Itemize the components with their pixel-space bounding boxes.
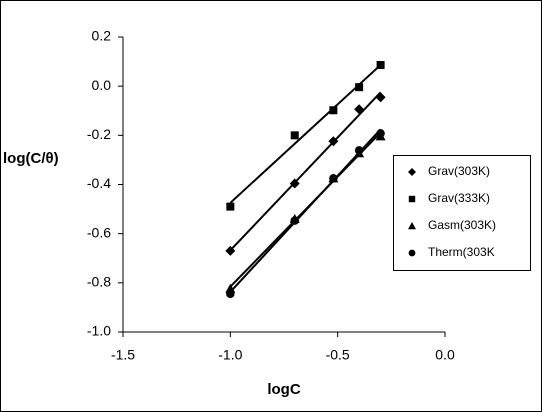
- x-tick-label: -0.5: [326, 347, 350, 363]
- point: [329, 106, 338, 115]
- y-tick-label: -0.4: [87, 175, 111, 191]
- x-tick-label: -1.0: [218, 347, 242, 363]
- legend-label: Therm(303K: [428, 245, 495, 259]
- x-tick-label: 0.0: [435, 347, 455, 363]
- point: [354, 104, 365, 115]
- point: [290, 131, 299, 140]
- point: [376, 129, 385, 138]
- point: [355, 83, 364, 92]
- y-tick-label: -0.8: [87, 274, 111, 290]
- point: [226, 202, 235, 211]
- x-tick-label: -1.5: [111, 347, 135, 363]
- point: [226, 289, 235, 299]
- point: [354, 146, 364, 155]
- point: [289, 178, 300, 189]
- y-tick-label: 0.0: [92, 77, 112, 93]
- legend-marker: [408, 168, 416, 176]
- legend-box: [393, 155, 531, 271]
- point: [328, 136, 339, 147]
- y-tick-label: 0.2: [92, 28, 112, 44]
- legend-label: Grav(303K): [428, 164, 490, 178]
- legend-label: Grav(333K): [428, 191, 490, 205]
- x-axis-title: logC: [267, 381, 300, 398]
- legend-marker: [408, 195, 416, 203]
- point: [225, 245, 236, 256]
- legend-label: Gasm(303K): [428, 218, 496, 232]
- y-tick-label: -0.6: [87, 224, 111, 240]
- trend-line: [229, 91, 382, 252]
- legend-marker: [408, 249, 416, 257]
- point: [329, 174, 338, 183]
- point: [290, 216, 299, 225]
- trend-line: [229, 128, 382, 293]
- y-tick-label: -1.0: [87, 323, 111, 339]
- point: [375, 92, 386, 103]
- point: [376, 61, 385, 70]
- legend-marker: [408, 222, 416, 230]
- y-axis-title: log(C/θ): [3, 150, 59, 167]
- y-tick-label: -0.2: [87, 126, 111, 142]
